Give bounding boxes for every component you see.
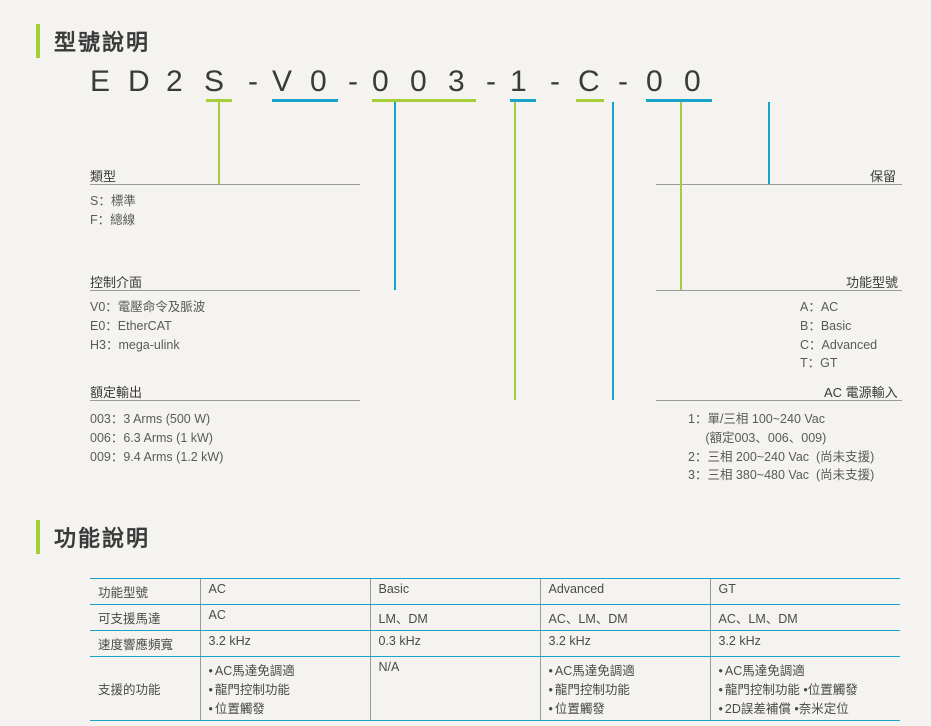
callout-rule-func_model (656, 290, 902, 291)
callout-rule-interface (90, 290, 360, 291)
heading-model: 型號說明 (36, 24, 150, 58)
model-char-type-3: S (204, 65, 224, 99)
callout-rule-reserved (656, 184, 902, 185)
feature-item: 2D誤差補償 •奈米定位 (719, 702, 849, 716)
model-char-rated-1: 0 (410, 65, 427, 99)
table-header-cell: AC (200, 579, 370, 605)
table-row-label: 速度響應頻寬 (90, 631, 200, 657)
callout-rule-rated (90, 400, 360, 401)
function-table: 功能型號ACBasicAdvancedGT可支援馬達ACLM、DMAC、LM、D… (90, 578, 900, 721)
model-dash: - (348, 65, 358, 99)
model-char-type-1: D (128, 65, 150, 99)
table-cell: AC (200, 605, 370, 631)
feature-item: 龍門控制功能 •位置觸發 (719, 683, 858, 697)
model-char-reserved-0: 0 (646, 65, 663, 99)
heading-function: 功能說明 (36, 520, 150, 554)
callout-title-interface: 控制介面 (90, 272, 142, 291)
model-dash: - (618, 65, 628, 99)
callout-lines-power: 1：單/三相 100~240 Vac (額定003、006、009) 2：三相 … (688, 410, 874, 485)
underline-reserved (646, 99, 712, 102)
feature-item: 龍門控制功能 (209, 679, 362, 698)
feature-item: AC馬達免調適 (719, 664, 805, 678)
model-char-interface-0: V (272, 65, 292, 99)
table-header-cell: 功能型號 (90, 579, 200, 605)
table-cell: AC馬達免調適龍門控制功能 •位置觸發 2D誤差補償 •奈米定位 (710, 657, 900, 721)
connector-line (218, 102, 220, 184)
model-char-func-0: C (578, 65, 600, 99)
underline-rated (372, 99, 476, 102)
table-row-label: 可支援馬達 (90, 605, 200, 631)
callout-title-reserved: 保留 (870, 166, 896, 185)
table-cell: 3.2 kHz (200, 631, 370, 657)
callout-lines-func_model: A：AC B：Basic C：Advanced T：GT (800, 298, 877, 373)
table-header-cell: Basic (370, 579, 540, 605)
table-cell: 3.2 kHz (710, 631, 900, 657)
feature-item: 龍門控制功能 (549, 679, 702, 698)
table-cell: AC、LM、DM (540, 605, 710, 631)
feature-item: 位置觸發 (549, 698, 702, 717)
accent-bar (36, 520, 40, 554)
table-cell: N/A (370, 657, 540, 721)
feature-item: 位置觸發 (209, 698, 362, 717)
model-char-rated-2: 3 (448, 65, 465, 99)
heading-function-title: 功能說明 (54, 521, 150, 553)
model-char-rated-0: 0 (372, 65, 389, 99)
underline-interface (272, 99, 338, 102)
table-cell: 3.2 kHz (540, 631, 710, 657)
model-char-reserved-1: 0 (684, 65, 701, 99)
callout-lines-interface: V0：電壓命令及脈波 E0：EtherCAT H3：mega-ulink (90, 298, 205, 354)
table-cell: LM、DM (370, 605, 540, 631)
feature-item: AC馬達免調適 (209, 660, 362, 679)
table-cell: AC馬達免調適龍門控制功能位置觸發 (540, 657, 710, 721)
accent-bar (36, 24, 40, 58)
model-char-type-2: 2 (166, 65, 183, 99)
callout-rule-power (656, 400, 902, 401)
table-row-label: 支援的功能 (90, 657, 200, 721)
table-cell: AC、LM、DM (710, 605, 900, 631)
connector-line (768, 102, 770, 184)
connector-line (514, 102, 516, 400)
model-char-type-0: E (90, 65, 110, 99)
callout-title-type: 類型 (90, 166, 116, 185)
callout-title-rated: 額定輸出 (90, 382, 142, 401)
table-cell: AC馬達免調適龍門控制功能位置觸發 (200, 657, 370, 721)
callout-lines-rated: 003：3 Arms (500 W) 006：6.3 Arms (1 kW) 0… (90, 410, 223, 466)
callout-title-power: AC 電源輸入 (824, 382, 898, 401)
model-char-interface-1: 0 (310, 65, 327, 99)
table-header-cell: Advanced (540, 579, 710, 605)
callout-title-func_model: 功能型號 (846, 272, 898, 291)
table-header-cell: GT (710, 579, 900, 605)
model-dash: - (248, 65, 258, 99)
table-cell: 0.3 kHz (370, 631, 540, 657)
feature-item: AC馬達免調適 (549, 660, 702, 679)
model-number-row: ED2S-V0-003-1-C-00 (90, 65, 911, 109)
underline-func (576, 99, 604, 102)
connector-line (680, 102, 682, 290)
callout-lines-type: S：標準 F：總線 (90, 192, 136, 230)
connector-line (394, 102, 396, 290)
model-dash: - (486, 65, 496, 99)
heading-model-title: 型號說明 (54, 25, 150, 57)
connector-line (612, 102, 614, 400)
model-dash: - (550, 65, 560, 99)
callout-rule-type (90, 184, 360, 185)
model-char-power-0: 1 (510, 65, 527, 99)
